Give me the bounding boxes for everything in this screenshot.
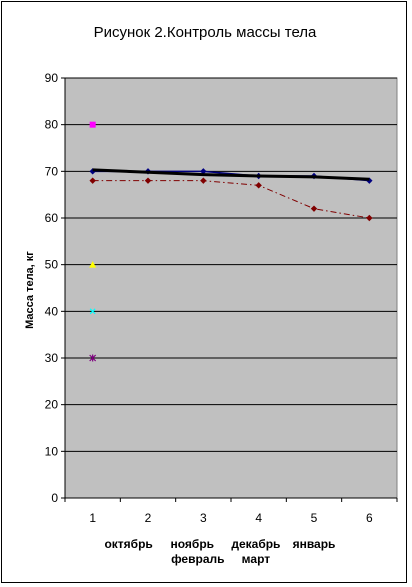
single-point-2 (89, 308, 96, 315)
plot-background (64, 77, 398, 499)
series-1-point-5 (310, 205, 318, 212)
y-tick-label-20: 20 (45, 398, 59, 412)
series-1-point-2 (144, 177, 152, 184)
y-axis-label: Масса тела, кг (24, 251, 36, 329)
series-0-point-3 (200, 168, 207, 175)
chart-title: Рисунок 2.Контроль массы тела (94, 24, 317, 41)
month-label-0: октябрь (104, 537, 152, 551)
series-line-1 (92, 180, 370, 219)
x-tick-label-4: 4 (255, 511, 262, 525)
x-tick-label-6: 6 (366, 511, 373, 525)
month-label-3: январь (293, 537, 336, 551)
x-tick-label-2: 2 (145, 511, 152, 525)
y-tick-label-80: 80 (45, 118, 59, 132)
x-tick-label-3: 3 (200, 511, 207, 525)
y-tick-label-70: 70 (45, 164, 59, 178)
y-tick-label-60: 60 (45, 211, 59, 225)
month-label-4: февраль (171, 552, 224, 566)
y-tick-label-10: 10 (45, 444, 59, 458)
y-tick-label-40: 40 (45, 304, 59, 318)
x-tick-label-1: 1 (89, 511, 96, 525)
series-1-point-3 (200, 177, 207, 184)
single-point-0 (89, 121, 96, 128)
plot-area: 0 10 20 30 40 50 60 70 80 90 1 2 3 4 5 6 октябрь ноябрь де… (45, 71, 398, 566)
x-tick-label-5: 5 (311, 511, 318, 525)
y-tick-label-30: 30 (45, 351, 59, 365)
month-label-5: март (242, 552, 271, 566)
series-line-2 (92, 168, 370, 181)
single-point-1 (89, 261, 97, 268)
series-1-point-4 (255, 182, 262, 189)
single-point-3 (89, 354, 97, 362)
y-tick-label-90: 90 (45, 71, 59, 85)
month-label-1: ноябрь (170, 537, 214, 551)
y-tick-label-50: 50 (45, 258, 59, 272)
month-label-2: декабрь (231, 537, 280, 551)
series-1-point-1 (89, 177, 96, 184)
y-tick-label-0: 0 (51, 491, 58, 505)
series-1-point-6 (366, 214, 373, 222)
